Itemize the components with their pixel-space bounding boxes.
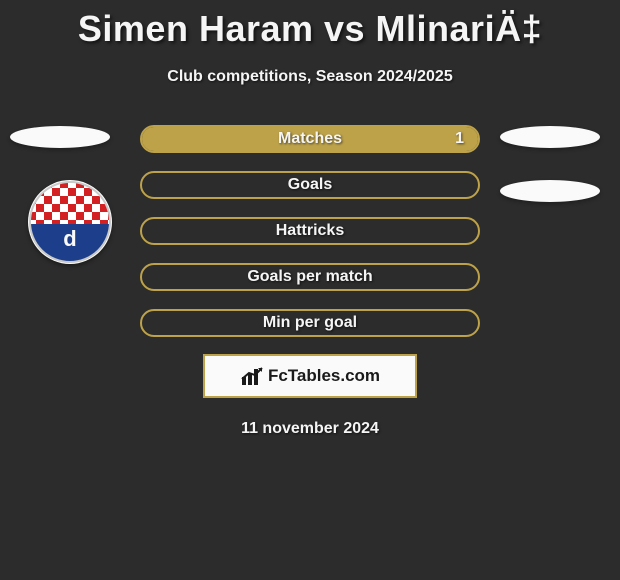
subtitle: Club competitions, Season 2024/2025 [0, 68, 620, 86]
stat-value-right: 1 [455, 130, 464, 148]
stats-bars: Matches 1 Goals Hattricks Goals per match Min… [0, 124, 620, 338]
stat-label: Hattricks [276, 222, 344, 240]
stat-label: Min per goal [263, 314, 357, 332]
stat-bar: Goals per match [140, 263, 480, 291]
page-title: Simen Haram vs MlinariÄ‡ [0, 0, 620, 50]
stat-row: Min per goal [0, 308, 620, 338]
stat-label: Goals per match [247, 268, 372, 286]
stat-row: Goals per match [0, 262, 620, 292]
stat-row: Goals [0, 170, 620, 200]
stat-row: Hattricks [0, 216, 620, 246]
date-label: 11 november 2024 [0, 420, 620, 438]
stat-bar: Goals [140, 171, 480, 199]
brand-text: FcTables.com [268, 366, 380, 386]
stat-row: Matches 1 [0, 124, 620, 154]
stat-bar: Min per goal [140, 309, 480, 337]
chart-icon [240, 365, 266, 387]
stat-bar: Hattricks [140, 217, 480, 245]
brand-banner[interactable]: FcTables.com [203, 354, 417, 398]
stat-label: Goals [288, 176, 332, 194]
stat-label: Matches [278, 130, 342, 148]
stat-bar: Matches 1 [140, 125, 480, 153]
